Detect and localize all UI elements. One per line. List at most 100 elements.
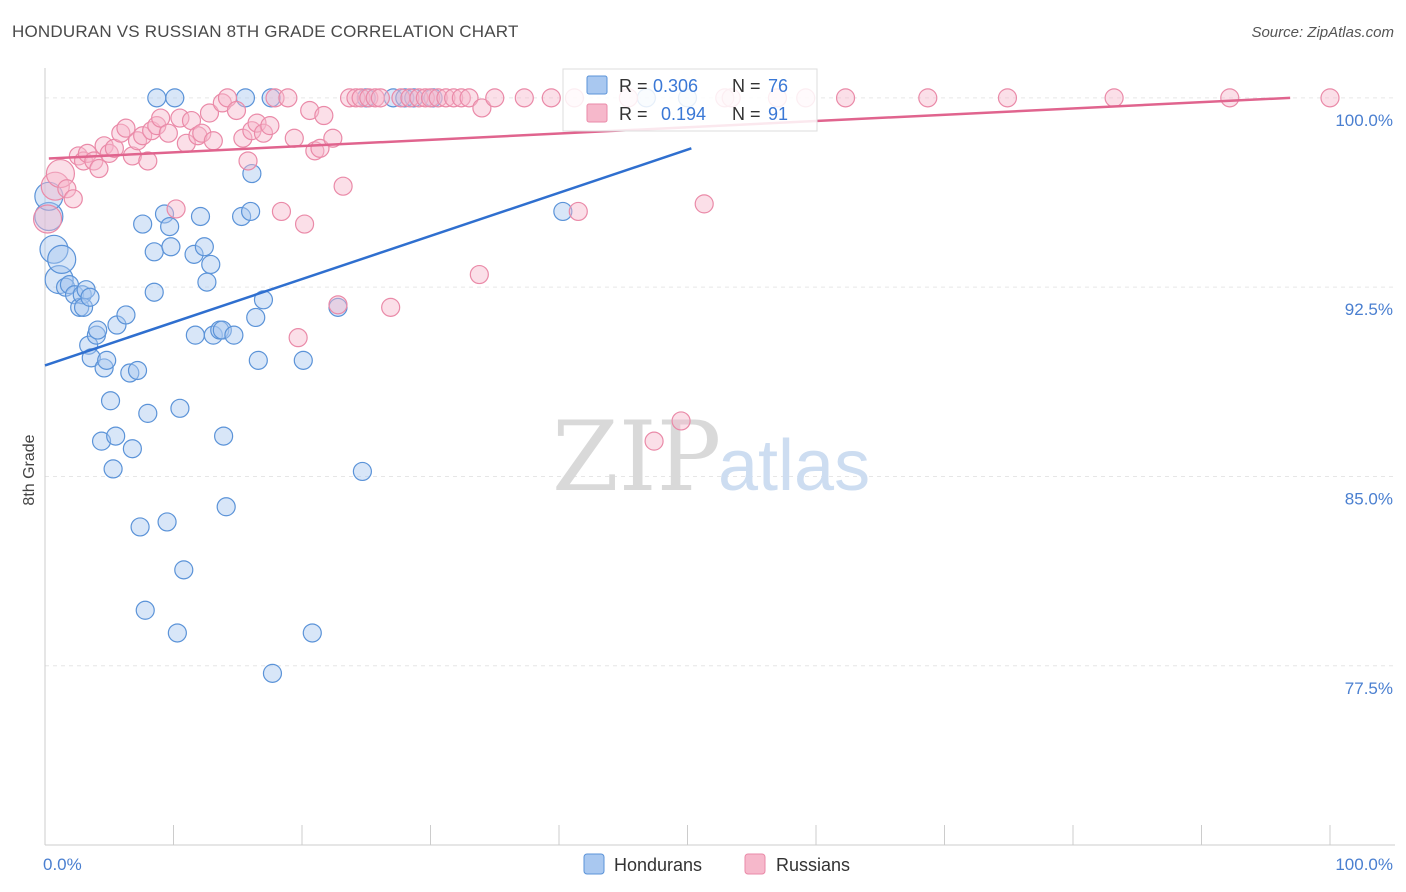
hondurans-point-32: [144, 242, 164, 262]
legend-russians-n-label: N =: [732, 104, 761, 124]
hondurans-point-38: [161, 237, 181, 257]
hondurans-point-36: [157, 512, 177, 532]
russians-point-62: [409, 88, 429, 108]
x-tick-label-1: 100.0%: [1335, 855, 1393, 874]
hondurans-point-25: [120, 363, 140, 383]
watermark-zip: ZIP: [552, 401, 721, 513]
russians-point-66: [436, 88, 456, 108]
russians-point-29: [199, 103, 220, 123]
hondurans-point-40: [167, 623, 187, 643]
hondurans-point-34: [147, 88, 167, 108]
russians-point-59: [381, 297, 401, 317]
hondurans-point-27: [127, 360, 148, 381]
hondurans-point-19: [97, 350, 117, 370]
grid-layer: [45, 97, 1395, 667]
legend-russians-r-value: 0.194: [661, 104, 706, 124]
y-tick-label-1: 92.5%: [1345, 300, 1393, 319]
hondurans-point-13: [80, 287, 100, 307]
russians-point-38: [253, 123, 274, 143]
russians-point-85: [835, 88, 856, 108]
axes-layer: 100.0% 92.5% 85.0% 77.5% 0.0% 100.0%: [43, 68, 1395, 874]
trend-layer: [44, 96, 1291, 367]
hondurans-point-59: [246, 307, 266, 328]
hondurans-point-60: [248, 350, 268, 370]
russians-point-35: [238, 151, 258, 171]
hondurans-point-28: [130, 517, 150, 537]
series-legend: Hondurans Russians: [583, 853, 850, 875]
watermark-atlas: atlas: [718, 426, 870, 506]
hondurans-point-73: [553, 201, 573, 222]
russians-point-86: [918, 88, 938, 108]
russians-point-90: [1320, 88, 1340, 108]
legend-hondurans-r-value: 0.306: [653, 76, 698, 96]
hondurans-point-16: [88, 320, 108, 340]
russians-point-65: [428, 88, 448, 108]
hondurans-point-20: [100, 391, 121, 411]
hondurans-point-29: [133, 214, 153, 234]
hondurans-point-47: [197, 272, 217, 292]
russians-point-42: [278, 88, 298, 108]
hondurans-point-51: [212, 320, 232, 340]
hondurans-point-58: [242, 163, 262, 184]
legend-hondurans-r-label: R =: [619, 76, 648, 96]
points-layer: [32, 88, 1340, 683]
russians-point-22: [158, 123, 178, 143]
russians-point-43: [284, 128, 304, 148]
russians-point-88: [1104, 88, 1124, 108]
hondurans-point-2: [39, 234, 69, 264]
russians-point-17: [133, 126, 153, 146]
russians-point-9: [89, 158, 109, 179]
chart-title: HONDURAN VS RUSSIAN 8TH GRADE CORRELATIO…: [12, 22, 519, 41]
russians-point-49: [314, 105, 334, 126]
legend-hondurans-n-label: N =: [732, 76, 761, 96]
bottom-legend-hondurans: Hondurans: [614, 855, 702, 875]
russians-point-39: [260, 116, 280, 136]
russians-point-67: [444, 88, 464, 108]
hondurans-point-67: [352, 461, 372, 482]
hondurans-point-63: [262, 663, 283, 683]
hondurans-point-21: [103, 459, 123, 479]
hondurans-point-30: [135, 600, 155, 620]
russians-point-18: [138, 151, 158, 171]
russians-point-33: [226, 100, 247, 121]
hondurans-point-39: [165, 88, 185, 108]
hondurans-point-55: [232, 206, 252, 227]
russians-point-0: [32, 204, 63, 234]
hondurans-point-41: [170, 398, 190, 418]
russians-point-50: [323, 128, 343, 148]
legend-russians-n-value: 91: [768, 104, 788, 124]
russians-point-4: [63, 189, 83, 209]
hondurans-point-53: [216, 497, 236, 517]
bottom-legend-swatch-russians: [744, 853, 766, 875]
hondurans-point-42: [174, 560, 194, 580]
hondurans-point-54: [224, 325, 244, 345]
russians-point-89: [1220, 88, 1240, 108]
russians-point-3: [57, 179, 77, 199]
hondurans-point-22: [106, 426, 126, 446]
hondurans-point-18: [94, 358, 114, 378]
russians-point-45: [294, 214, 315, 234]
russians-point-87: [997, 88, 1018, 108]
correlation-legend: R = 0.306 N = 76 R = 0.194 N = 91: [562, 68, 818, 132]
hondurans-point-46: [194, 237, 214, 257]
russians-point-74: [541, 88, 561, 108]
legend-hondurans-n-value: 76: [768, 76, 788, 96]
x-tick-label-0: 0.0%: [43, 855, 82, 874]
bottom-legend-russians: Russians: [776, 855, 850, 875]
russians-point-53: [339, 88, 360, 108]
russians-point-28: [192, 123, 212, 143]
hondurans-point-35: [154, 204, 175, 224]
hondurans-point-26: [122, 439, 142, 459]
hondurans-point-43: [184, 244, 204, 264]
hondurans-point-52: [214, 426, 234, 446]
russians-point-41: [271, 201, 292, 222]
russians-point-30: [203, 131, 223, 151]
hondurans-point-31: [138, 403, 158, 423]
russians-point-76: [568, 201, 588, 222]
legend-swatch-russians: [586, 103, 608, 123]
russians-point-24: [170, 108, 190, 128]
y-axis-label: 8th Grade: [21, 434, 38, 505]
hondurans-point-44: [185, 325, 205, 345]
hondurans-point-0: [34, 201, 64, 232]
russians-point-21: [151, 108, 171, 128]
